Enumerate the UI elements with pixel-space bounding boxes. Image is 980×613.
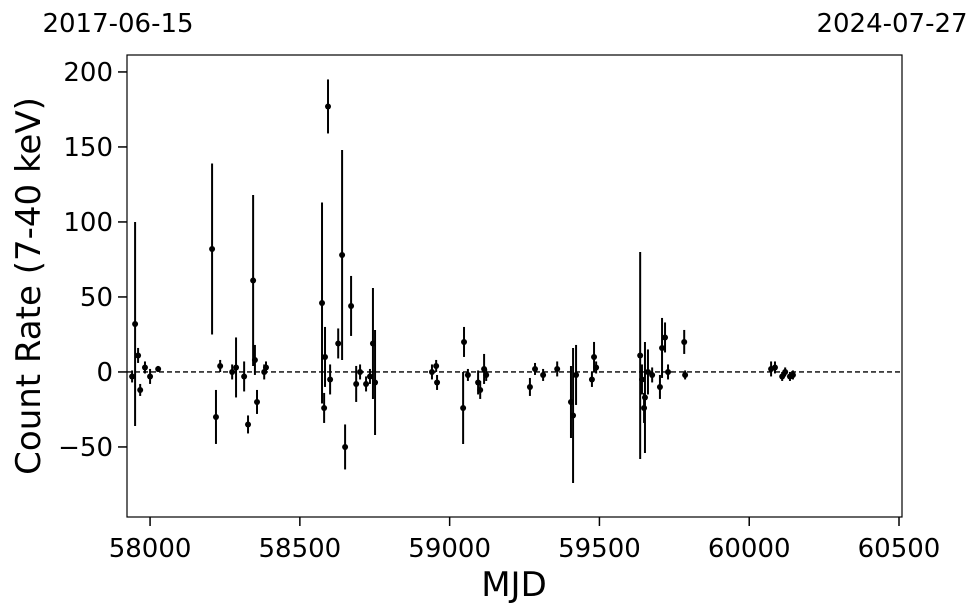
y-tick-label: −50	[58, 433, 113, 463]
data-point	[782, 368, 789, 375]
data-point	[251, 356, 258, 363]
data-point	[245, 421, 252, 428]
data-point	[241, 373, 248, 380]
data-point	[147, 373, 154, 380]
x-tick-label: 58500	[258, 534, 341, 564]
data-point	[532, 365, 539, 372]
data-point	[526, 383, 533, 390]
data-point	[644, 368, 651, 375]
data-point	[363, 380, 370, 387]
data-point	[217, 362, 224, 369]
start-date: 2017-06-15	[42, 9, 193, 39]
data-point	[434, 379, 441, 386]
data-point	[209, 245, 216, 252]
data-point	[662, 334, 669, 341]
data-point	[638, 376, 645, 383]
data-point	[137, 386, 144, 393]
data-point	[665, 368, 672, 375]
data-point	[428, 368, 435, 375]
x-tick-label: 59000	[408, 534, 491, 564]
data-point	[141, 364, 148, 371]
data-point	[682, 371, 689, 378]
data-point	[321, 404, 328, 411]
x-tick-label: 60500	[858, 534, 941, 564]
data-point	[357, 368, 364, 375]
data-point	[593, 364, 600, 371]
data-point	[591, 353, 598, 360]
data-point	[339, 251, 346, 258]
data-point	[233, 364, 240, 371]
data-point	[637, 352, 644, 359]
data-point	[372, 379, 379, 386]
x-tick-label: 60000	[708, 534, 791, 564]
y-tick-label: 50	[80, 283, 113, 313]
data-point	[771, 364, 778, 371]
x-tick-label: 58000	[109, 534, 192, 564]
data-point	[659, 344, 666, 351]
data-point	[353, 380, 360, 387]
data-point	[348, 302, 355, 309]
data-point	[250, 277, 257, 284]
data-point	[460, 404, 467, 411]
data-point	[656, 383, 663, 390]
data-point	[681, 338, 688, 345]
data-point	[554, 365, 561, 372]
data-point	[322, 353, 329, 360]
data-point	[570, 412, 577, 419]
data-point	[342, 443, 349, 450]
data-point	[254, 398, 261, 405]
data-point	[573, 371, 580, 378]
y-axis-label: Count Rate (7-40 keV)	[9, 97, 49, 475]
data-point	[789, 371, 796, 378]
y-tick-label: 200	[63, 58, 113, 88]
data-point	[129, 373, 136, 380]
data-point	[263, 364, 270, 371]
data-point	[483, 371, 490, 378]
data-point	[325, 103, 332, 110]
data-point	[319, 299, 326, 306]
data-point	[212, 413, 219, 420]
y-tick-label: 100	[63, 208, 113, 238]
data-point	[229, 368, 236, 375]
data-point	[135, 352, 142, 359]
x-tick-label: 59500	[558, 534, 641, 564]
data-point	[155, 365, 162, 372]
data-point	[366, 373, 373, 380]
x-axis-label: MJD	[481, 565, 547, 605]
data-point	[433, 362, 440, 369]
plot-frame	[126, 54, 903, 518]
end-date: 2024-07-27	[816, 9, 967, 39]
data-point	[649, 371, 656, 378]
y-tick-label: 150	[63, 133, 113, 163]
data-point	[588, 376, 595, 383]
data-point	[464, 371, 471, 378]
data-point	[461, 338, 468, 345]
data-point	[540, 371, 547, 378]
data-point	[477, 386, 484, 393]
data-point	[132, 320, 139, 327]
data-point	[327, 376, 334, 383]
y-tick-label: 0	[96, 358, 113, 388]
data-point	[779, 373, 786, 380]
data-point	[335, 340, 342, 347]
data-point	[641, 394, 648, 401]
